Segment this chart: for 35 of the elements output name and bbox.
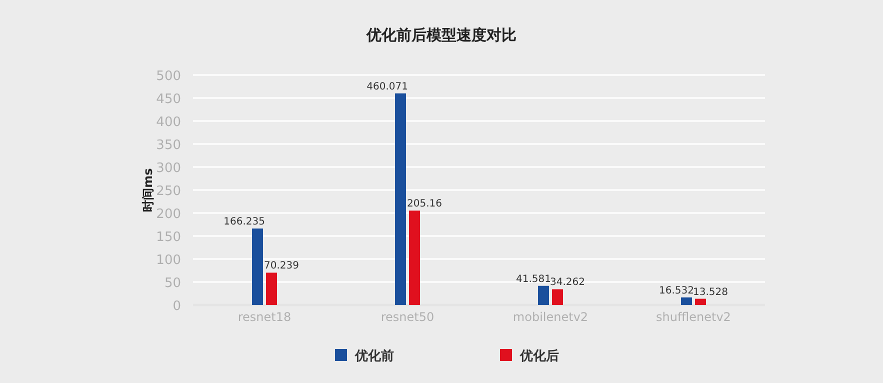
bar xyxy=(409,210,420,305)
y-axis-title: 时间ms xyxy=(141,168,155,212)
y-tick-label: 500 xyxy=(156,69,181,84)
x-tick-label: mobilenetv2 xyxy=(512,310,588,324)
y-tick-label: 0 xyxy=(172,299,181,314)
bar xyxy=(552,289,563,305)
bar xyxy=(266,272,277,305)
y-tick-label: 250 xyxy=(156,184,181,199)
data-label: 13.528 xyxy=(693,286,728,298)
x-tick-label: shufflenetv2 xyxy=(656,310,731,324)
data-label: 460.071 xyxy=(366,81,408,92)
data-label: 70.239 xyxy=(264,260,299,272)
y-tick-label: 350 xyxy=(156,138,181,153)
y-tick-label: 300 xyxy=(156,161,181,176)
bar xyxy=(681,297,692,305)
legend-label: 优化前 xyxy=(354,349,394,364)
data-label: 205.16 xyxy=(407,198,442,210)
bar xyxy=(395,93,406,305)
y-tick-label: 50 xyxy=(164,276,181,291)
chart-title: 优化前后模型速度对比 xyxy=(366,26,516,44)
data-label: 16.532 xyxy=(659,285,694,296)
x-tick-label: resnet18 xyxy=(238,310,292,324)
bar xyxy=(252,228,263,305)
data-label: 34.262 xyxy=(550,277,585,288)
y-tick-label: 450 xyxy=(156,92,181,107)
y-tick-label: 400 xyxy=(156,115,181,130)
bar xyxy=(538,286,549,305)
bar xyxy=(695,298,706,305)
y-tick-label: 200 xyxy=(156,207,181,222)
legend-label: 优化后 xyxy=(519,348,559,364)
x-tick-label: resnet50 xyxy=(380,310,434,324)
data-label: 41.581 xyxy=(516,274,551,285)
y-tick-label: 100 xyxy=(156,253,181,268)
y-tick-label: 150 xyxy=(156,230,181,245)
data-label: 166.235 xyxy=(224,216,265,228)
